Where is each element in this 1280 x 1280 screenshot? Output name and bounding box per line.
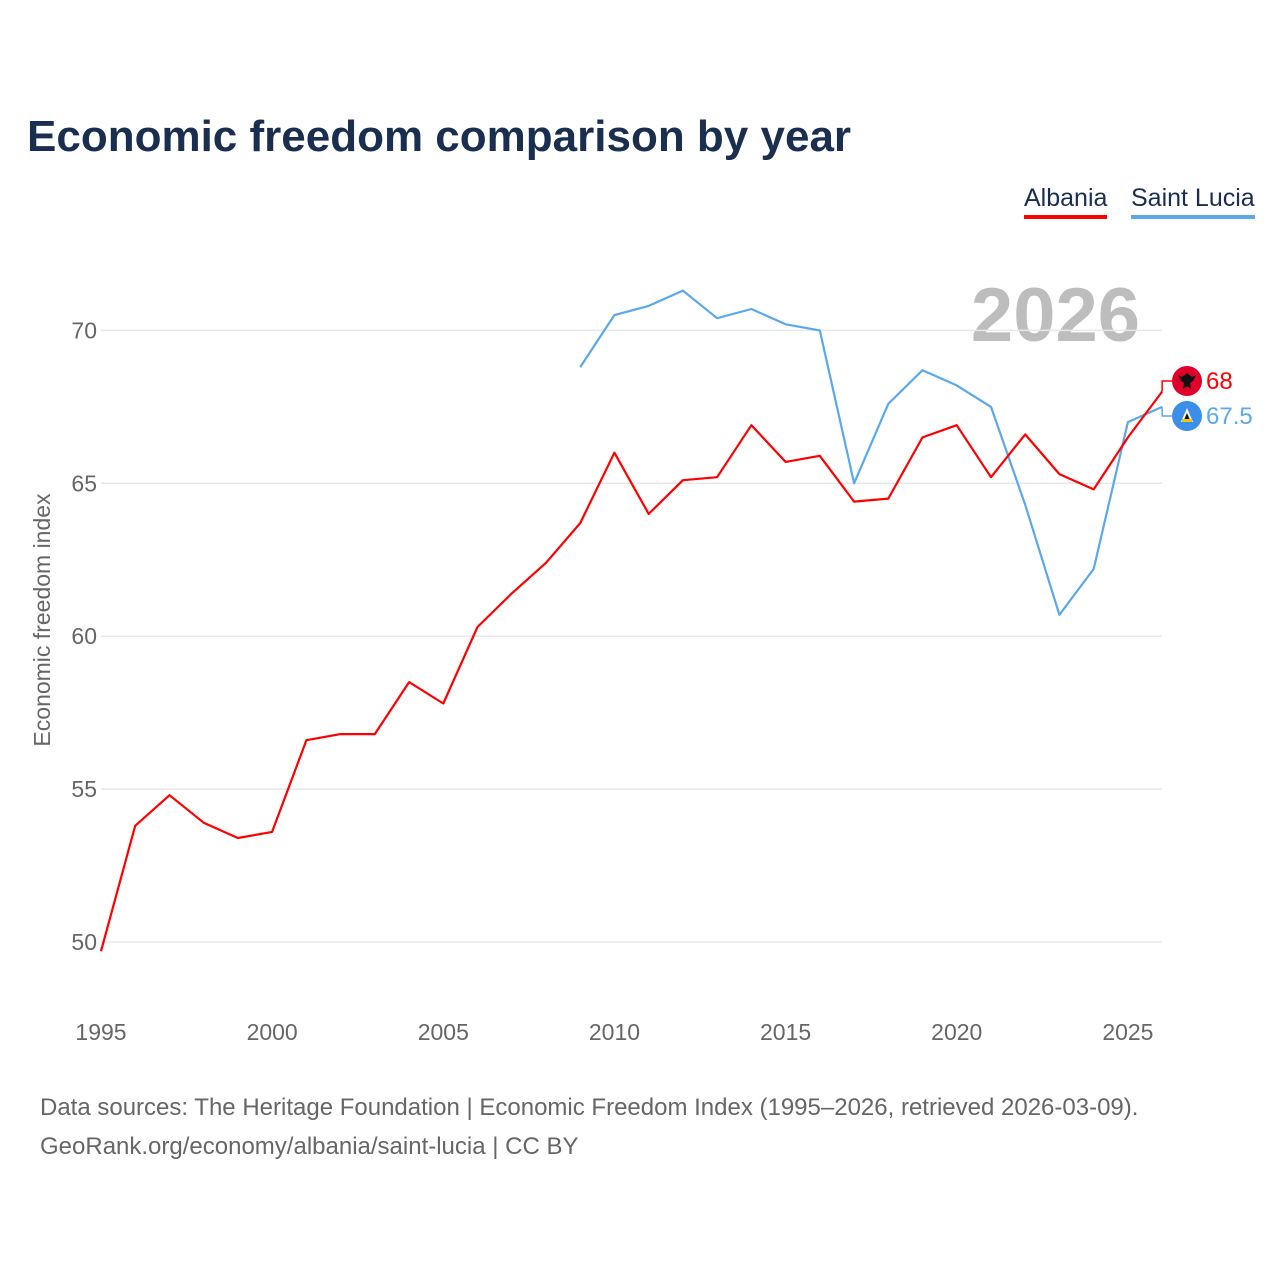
data-point: [714, 474, 720, 480]
legend-albania[interactable]: Albania: [1024, 184, 1108, 219]
year-watermark: 2026: [971, 273, 1140, 358]
data-point: [885, 496, 891, 502]
data-point: [235, 835, 241, 841]
data-point: [1125, 434, 1131, 440]
data-point: [303, 737, 309, 743]
data-point: [988, 474, 994, 480]
end-connector: [1161, 380, 1172, 392]
data-point: [543, 560, 549, 566]
data-point: [988, 404, 994, 410]
data-point: [783, 321, 789, 327]
series-line-saint-lucia: [579, 289, 1163, 616]
data-point: [1022, 431, 1028, 437]
source-line-2: GeoRank.org/economy/albania/saint-lucia …: [40, 1133, 579, 1160]
data-point: [1125, 419, 1131, 425]
data-point: [440, 700, 446, 706]
data-point: [1022, 502, 1028, 508]
data-point: [885, 401, 891, 407]
eagle-emblem: [1178, 373, 1196, 389]
source-line-1: Data sources: The Heritage Foundation | …: [40, 1094, 1139, 1121]
x-tick-label: 2005: [418, 1019, 469, 1045]
data-point: [851, 499, 857, 505]
y-axis-label: Economic freedom index: [29, 493, 55, 747]
data-point: [611, 312, 617, 318]
data-point: [577, 364, 583, 370]
y-tick-label: 65: [71, 470, 97, 496]
end-value-label: 67.5: [1206, 403, 1253, 430]
data-point: [714, 315, 720, 321]
data-point: [406, 679, 412, 685]
data-point: [372, 731, 378, 737]
end-value-label: 68: [1206, 368, 1233, 395]
source-note: Data sources: The Heritage Foundation | …: [40, 1088, 1138, 1166]
y-tick-label: 50: [71, 929, 97, 955]
data-point: [646, 511, 652, 517]
x-tick-label: 2025: [1102, 1019, 1153, 1045]
data-point: [646, 303, 652, 309]
data-point: [954, 382, 960, 388]
y-tick-label: 60: [71, 623, 97, 649]
data-point: [611, 450, 617, 456]
legend-saint-lucia[interactable]: Saint Lucia: [1131, 184, 1255, 219]
data-point: [680, 477, 686, 483]
data-point: [920, 367, 926, 373]
data-point: [783, 459, 789, 465]
triangle-emblem-base: [1182, 419, 1192, 422]
data-point: [509, 590, 515, 596]
data-point: [680, 288, 686, 294]
data-point: [98, 948, 104, 954]
data-point: [577, 520, 583, 526]
end-connector: [1161, 406, 1172, 417]
x-tick-label: 2020: [931, 1019, 982, 1045]
data-point: [954, 422, 960, 428]
data-point: [1091, 486, 1097, 492]
data-point: [920, 434, 926, 440]
y-tick-label: 55: [71, 776, 97, 802]
data-point: [166, 792, 172, 798]
data-point: [817, 327, 823, 333]
x-tick-label: 2015: [760, 1019, 811, 1045]
x-tick-label: 2010: [589, 1019, 640, 1045]
series-line-albania: [99, 390, 1163, 952]
x-tick-label: 2000: [247, 1019, 298, 1045]
data-point: [817, 453, 823, 459]
data-point: [748, 306, 754, 312]
data-point: [1056, 612, 1062, 618]
data-point: [1056, 471, 1062, 477]
y-tick-label: 70: [71, 317, 97, 343]
data-point: [201, 820, 207, 826]
chart-title: Economic freedom comparison by year: [27, 112, 852, 161]
data-point: [748, 422, 754, 428]
data-point: [851, 480, 857, 486]
x-tick-label: 1995: [75, 1019, 126, 1045]
data-point: [1091, 566, 1097, 572]
data-point: [132, 823, 138, 829]
data-point: [338, 731, 344, 737]
data-point: [269, 829, 275, 835]
data-point: [475, 624, 481, 630]
